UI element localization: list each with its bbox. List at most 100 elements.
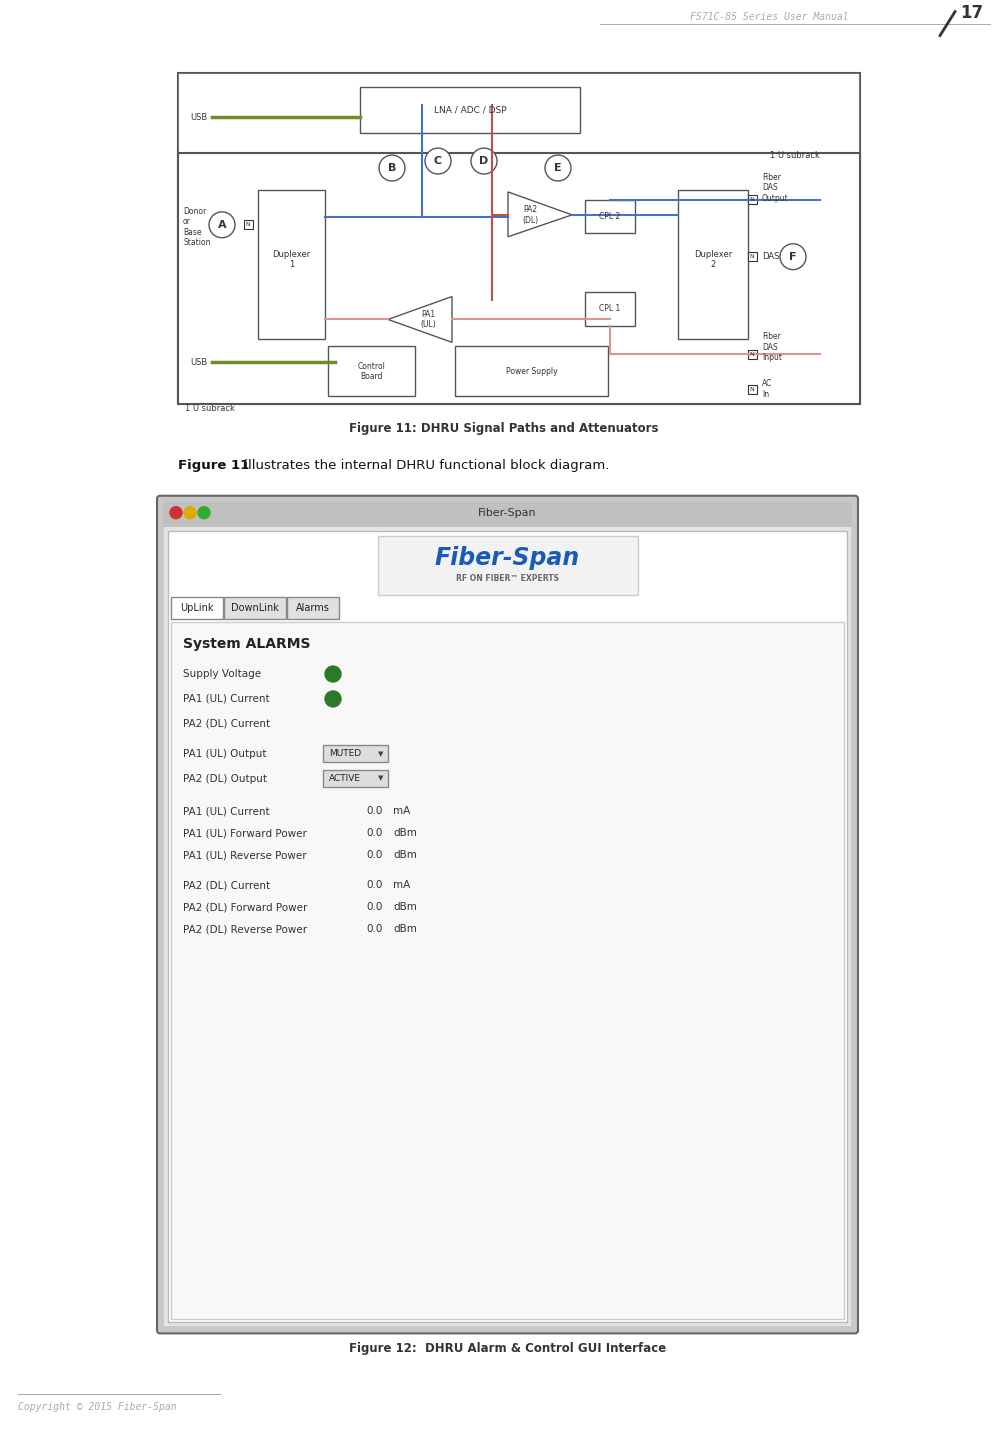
Text: ▼: ▼ — [378, 775, 383, 781]
Text: FS71C-85 Series User Manual: FS71C-85 Series User Manual — [690, 11, 849, 22]
Bar — [168, 530, 847, 1323]
Text: UpLink: UpLink — [180, 603, 214, 613]
Text: mA: mA — [393, 880, 410, 890]
Bar — [748, 385, 756, 393]
Text: CPL 2: CPL 2 — [600, 213, 621, 221]
Text: illustrates the internal DHRU functional block diagram.: illustrates the internal DHRU functional… — [240, 460, 610, 472]
Text: PA2 (DL) Forward Power: PA2 (DL) Forward Power — [183, 902, 307, 912]
Text: B: B — [388, 164, 396, 172]
Text: CPL 1: CPL 1 — [600, 304, 621, 313]
Text: USB: USB — [190, 358, 208, 366]
Circle shape — [325, 691, 341, 707]
Text: 1 U subrack: 1 U subrack — [770, 151, 820, 159]
Text: dBm: dBm — [393, 829, 417, 839]
Circle shape — [184, 507, 196, 518]
Circle shape — [545, 155, 571, 181]
Text: MUTED: MUTED — [329, 750, 361, 758]
Circle shape — [379, 155, 405, 181]
Text: PA2
(DL): PA2 (DL) — [522, 205, 538, 224]
Bar — [323, 745, 388, 763]
Bar — [224, 597, 286, 619]
Circle shape — [780, 244, 806, 270]
Text: 0.0: 0.0 — [366, 880, 382, 890]
FancyBboxPatch shape — [157, 495, 858, 1334]
Text: PA1 (UL) Current: PA1 (UL) Current — [183, 807, 269, 817]
Bar — [748, 350, 756, 359]
Text: PA2 (DL) Reverse Power: PA2 (DL) Reverse Power — [183, 923, 307, 933]
Text: E: E — [554, 164, 561, 172]
Text: C: C — [433, 157, 443, 167]
Text: PA1 (UL) Reverse Power: PA1 (UL) Reverse Power — [183, 850, 306, 860]
Text: Figure 11: DHRU Signal Paths and Attenuators: Figure 11: DHRU Signal Paths and Attenua… — [349, 422, 659, 435]
Circle shape — [471, 148, 497, 174]
Text: AC
In: AC In — [762, 379, 772, 399]
Text: Duplexer
1: Duplexer 1 — [272, 250, 310, 270]
Bar — [164, 527, 851, 1327]
Text: N: N — [750, 197, 754, 202]
Text: 0.0: 0.0 — [366, 807, 382, 817]
Bar — [163, 501, 852, 527]
Circle shape — [198, 507, 210, 518]
Bar — [748, 195, 756, 204]
Bar — [171, 622, 844, 1320]
Text: PA1 (UL) Output: PA1 (UL) Output — [183, 748, 266, 758]
Text: dBm: dBm — [393, 850, 417, 860]
Text: 0.0: 0.0 — [366, 902, 382, 912]
Bar — [244, 220, 252, 230]
Bar — [328, 346, 415, 396]
Circle shape — [170, 507, 182, 518]
Text: DownLink: DownLink — [231, 603, 279, 613]
Text: System ALARMS: System ALARMS — [183, 638, 310, 651]
Bar — [455, 346, 608, 396]
Bar — [678, 190, 748, 339]
Text: N: N — [750, 254, 754, 258]
Text: 0.0: 0.0 — [366, 923, 382, 933]
Text: Fiber
DAS
Input: Fiber DAS Input — [762, 332, 782, 362]
Text: Figure 11: Figure 11 — [178, 460, 249, 472]
Polygon shape — [508, 192, 572, 237]
Text: DAS: DAS — [762, 253, 779, 261]
Text: USB: USB — [190, 113, 208, 122]
Bar — [323, 770, 388, 787]
Text: LNA / ADC / DSP: LNA / ADC / DSP — [433, 106, 506, 115]
Bar — [287, 597, 339, 619]
Text: Fiber
DAS
Output: Fiber DAS Output — [762, 174, 788, 202]
Text: Alarms: Alarms — [296, 603, 330, 613]
Text: Figure 12:  DHRU Alarm & Control GUI Interface: Figure 12: DHRU Alarm & Control GUI Inte… — [349, 1343, 666, 1356]
Bar — [178, 73, 860, 404]
Text: PA2 (DL) Output: PA2 (DL) Output — [183, 774, 267, 784]
Text: N: N — [750, 352, 754, 356]
Text: 0.0: 0.0 — [366, 829, 382, 839]
Text: mA: mA — [393, 807, 410, 817]
Text: dBm: dBm — [393, 902, 417, 912]
Text: Copyright © 2015 Fiber-Span: Copyright © 2015 Fiber-Span — [18, 1402, 176, 1412]
Text: Power Supply: Power Supply — [506, 366, 557, 376]
Text: D: D — [480, 157, 489, 167]
Bar — [171, 597, 223, 619]
Bar — [360, 88, 580, 134]
Text: N: N — [246, 223, 250, 227]
Text: PA2 (DL) Current: PA2 (DL) Current — [183, 719, 270, 729]
Bar — [378, 536, 637, 596]
Text: Supply Voltage: Supply Voltage — [183, 669, 261, 679]
Bar — [585, 200, 635, 233]
Text: RF ON FIBER™ EXPERTS: RF ON FIBER™ EXPERTS — [456, 574, 559, 583]
Text: A: A — [218, 220, 227, 230]
Circle shape — [425, 148, 451, 174]
Text: PA1 (UL) Forward Power: PA1 (UL) Forward Power — [183, 829, 306, 839]
Text: 17: 17 — [960, 4, 983, 22]
Bar — [748, 253, 756, 261]
Text: F: F — [789, 251, 796, 261]
Bar — [178, 73, 860, 154]
Text: PA2 (DL) Current: PA2 (DL) Current — [183, 880, 270, 890]
Polygon shape — [388, 296, 452, 342]
Text: ACTIVE: ACTIVE — [329, 774, 361, 783]
Text: ▼: ▼ — [378, 751, 383, 757]
Text: PA1 (UL) Current: PA1 (UL) Current — [183, 694, 269, 704]
Circle shape — [325, 666, 341, 682]
Circle shape — [209, 213, 235, 238]
Bar — [258, 190, 325, 339]
Bar — [585, 292, 635, 326]
Text: Donor
or
Base
Station: Donor or Base Station — [183, 207, 211, 247]
Text: PA1
(UL): PA1 (UL) — [420, 310, 435, 329]
